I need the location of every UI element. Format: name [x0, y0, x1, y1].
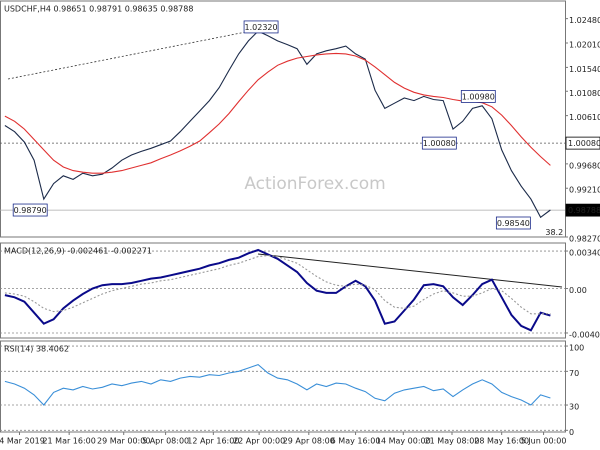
level-label: 0.98788 — [568, 206, 600, 215]
annotation-label: 1.02320 — [245, 23, 278, 32]
annotation-label: 1.00980 — [462, 92, 495, 101]
panel-title: RSI(14) 38.4062 — [4, 345, 69, 354]
x-tick-label: 5 Jun 00:00 — [521, 437, 567, 446]
annotation-label: 38.2 — [545, 228, 563, 237]
panel-title: MACD(12,26,9) -0.002461 -0.002271 — [4, 247, 152, 256]
y-tick-label: 0.00 — [569, 286, 587, 295]
y-tick-label: 30 — [569, 403, 579, 412]
level-box — [565, 136, 600, 150]
trend-line — [7, 29, 257, 80]
x-tick-label: 12 Apr 16:00 — [187, 437, 239, 446]
x-tick-label: 14 Mar 2019 — [0, 437, 45, 446]
y-tick-label: 1.02010 — [569, 41, 600, 50]
x-tick-label: 6 May 16:00 — [331, 437, 381, 446]
x-tick-label: 22 Apr 00:00 — [233, 437, 285, 446]
level-label: 1.00080 — [568, 139, 600, 148]
x-tick-label: 21 Mar 16:00 — [42, 437, 95, 446]
y-tick-label: 0.003409 — [569, 249, 600, 258]
x-tick-label: 21 May 08:00 — [425, 437, 480, 446]
x-tick-label: 28 May 16:00 — [474, 437, 529, 446]
annotation-box — [421, 136, 457, 150]
panel-frame — [0, 340, 566, 433]
series-line — [4, 363, 551, 406]
y-tick-label: -0.004043 — [569, 330, 600, 339]
annotation-box — [243, 20, 279, 34]
x-tick-label: 29 Apr 08:00 — [283, 437, 335, 446]
annotation-box — [12, 203, 48, 217]
panel-title: USDCHF,H4 0.98651 0.98791 0.98635 0.9878… — [4, 5, 193, 14]
series-line — [4, 52, 551, 174]
y-tick-label: 1.00610 — [569, 113, 600, 122]
y-tick-label: 1.01540 — [569, 65, 600, 74]
y-tick-label: 0 — [569, 428, 574, 437]
annotation-box — [460, 90, 496, 103]
watermark: ActionForex.com — [244, 174, 385, 194]
panel-frame — [0, 0, 566, 238]
x-tick-label: 29 Mar 00:00 — [97, 437, 150, 446]
annotation-label: 0.98790 — [14, 206, 47, 215]
x-tick-label: 5 Apr 08:00 — [142, 437, 189, 446]
series-line — [4, 30, 551, 219]
y-tick-label: 1.02480 — [569, 16, 600, 25]
level-box — [565, 203, 600, 217]
annotation-label: 1.00080 — [423, 139, 456, 148]
y-tick-label: 1.01080 — [569, 89, 600, 98]
annotation-box — [495, 216, 531, 230]
x-tick-label: 14 May 00:00 — [376, 437, 431, 446]
panel-frame — [0, 242, 566, 339]
series-line — [4, 248, 551, 332]
y-tick-label: 0.99680 — [569, 161, 600, 170]
y-tick-label: 100 — [569, 344, 584, 353]
y-tick-label: 0.99210 — [569, 186, 600, 195]
series-line — [4, 254, 551, 315]
annotation-label: 0.98540 — [497, 219, 530, 228]
y-tick-label: 70 — [569, 369, 579, 378]
y-tick-label: 0.98270 — [569, 235, 600, 244]
trend-line — [257, 253, 563, 288]
